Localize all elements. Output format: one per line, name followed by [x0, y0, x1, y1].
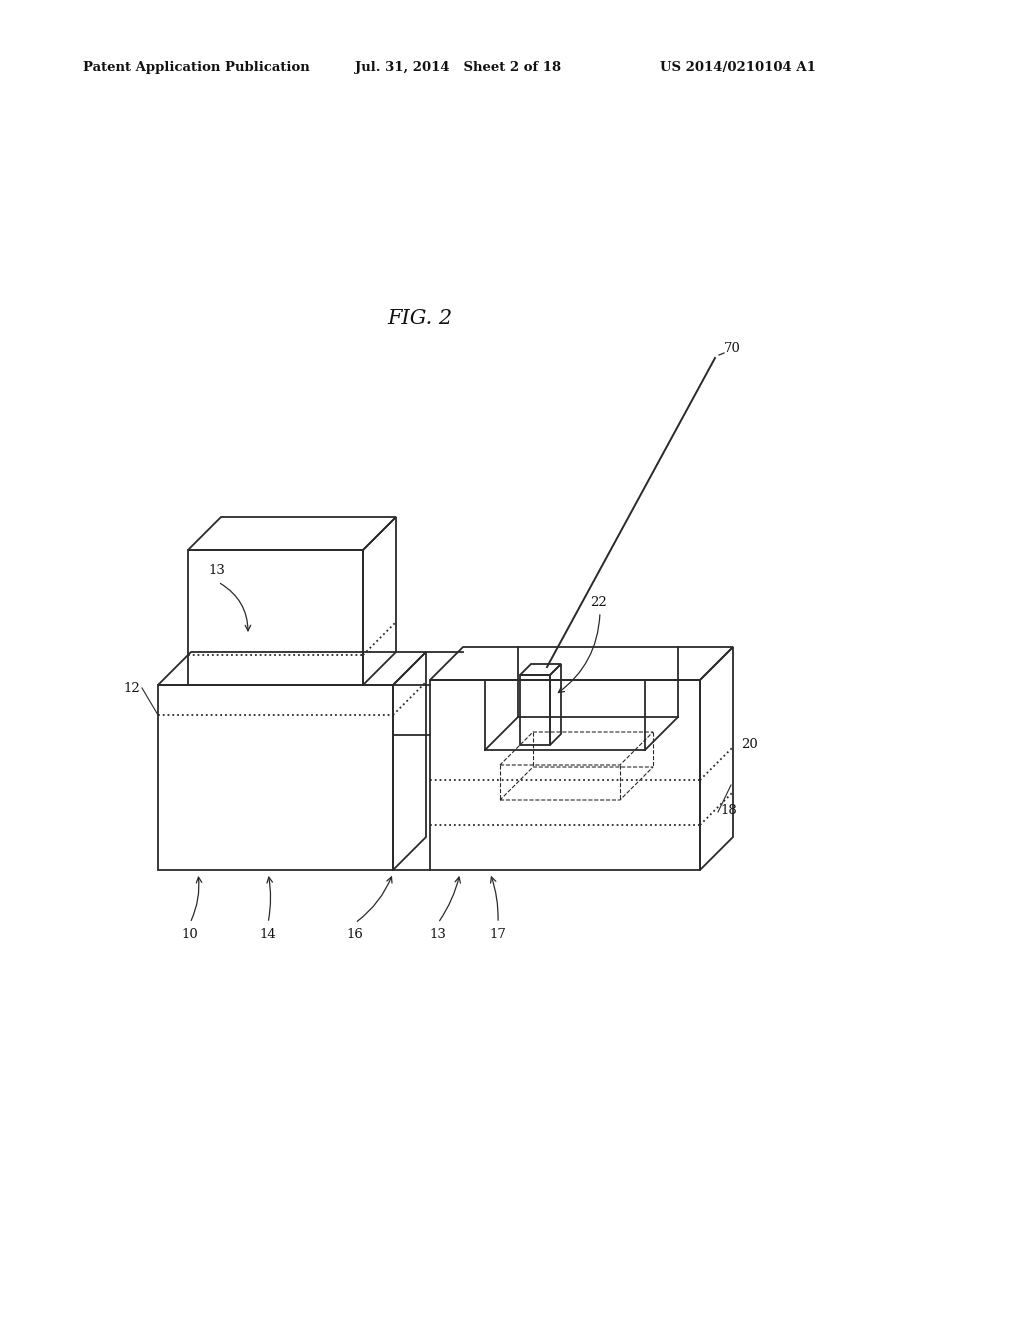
Text: 18: 18	[720, 804, 736, 817]
Text: 14: 14	[260, 928, 276, 941]
Text: 12: 12	[123, 681, 140, 694]
Text: Patent Application Publication: Patent Application Publication	[83, 62, 309, 74]
Text: 22: 22	[590, 595, 607, 609]
Text: US 2014/0210104 A1: US 2014/0210104 A1	[660, 62, 816, 74]
Text: FIG. 2: FIG. 2	[387, 309, 453, 327]
Text: 70: 70	[724, 342, 741, 355]
Text: 10: 10	[181, 928, 199, 941]
Text: 13: 13	[208, 564, 225, 577]
Text: 17: 17	[489, 928, 507, 941]
Text: 20: 20	[741, 738, 758, 751]
Text: 13: 13	[429, 928, 446, 941]
Text: 16: 16	[346, 928, 364, 941]
Text: Jul. 31, 2014   Sheet 2 of 18: Jul. 31, 2014 Sheet 2 of 18	[355, 62, 561, 74]
